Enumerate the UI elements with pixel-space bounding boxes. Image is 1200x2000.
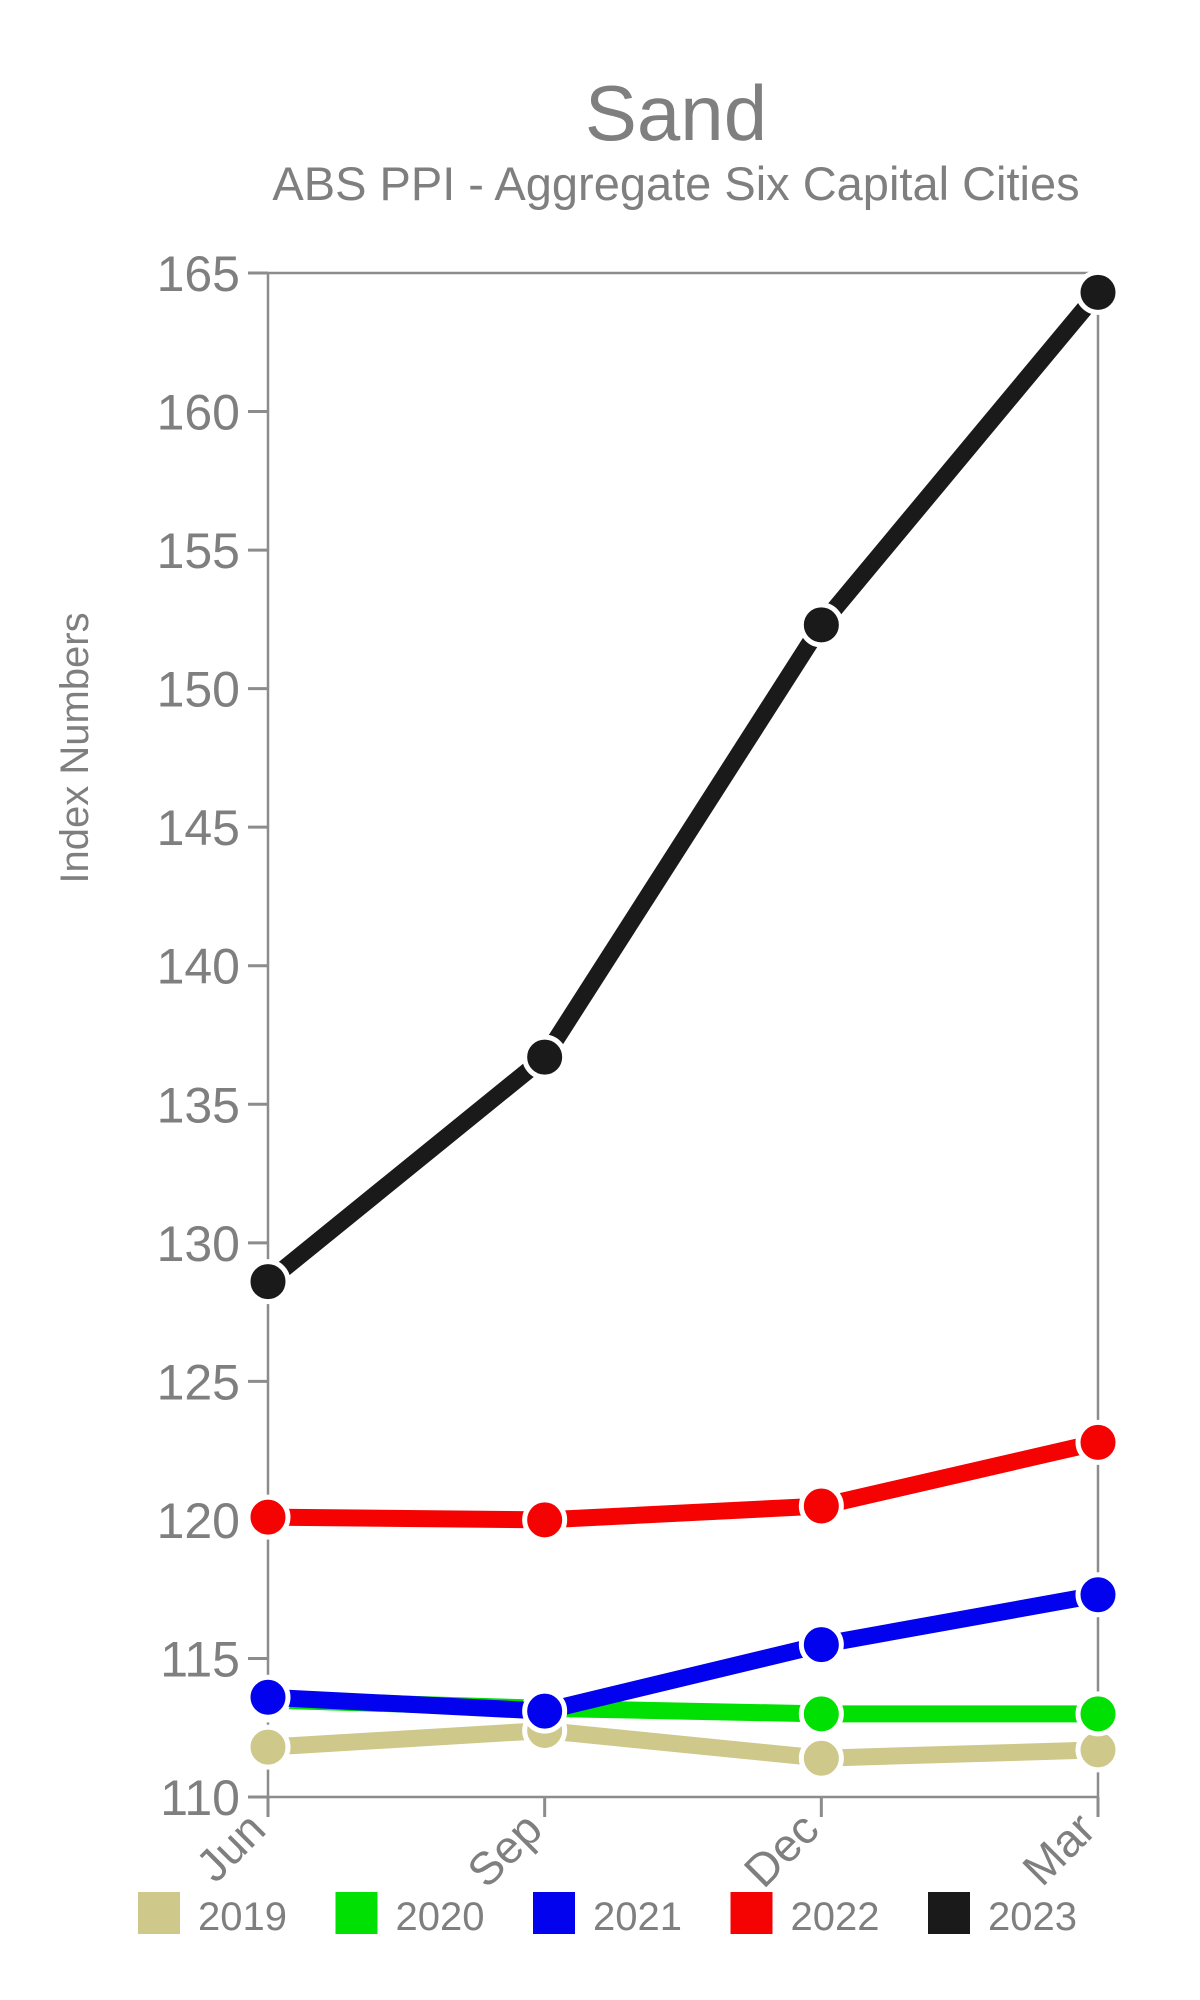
y-tick-label: 125 [157,1354,240,1410]
legend-swatch-2020 [335,1892,378,1934]
legend-label-2022: 2022 [791,1895,880,1939]
x-tick-label: Sep [457,1802,552,1897]
legend-swatch-2022 [730,1892,773,1934]
data-point-2023-Dec [798,602,844,648]
legend: 2019 2020 2021 2022 2023 [138,1892,1077,1939]
chart-title: Sand [585,69,767,157]
series-line-2019 [267,1721,1099,1767]
data-point-2021-Sep [522,1688,568,1734]
y-tick-label: 155 [157,523,240,579]
y-tick-label: 120 [157,1493,240,1549]
data-point-2021-Jun [245,1674,291,1720]
y-tick-label: 130 [157,1216,240,1272]
y-axis-title: Index Numbers [53,612,97,883]
data-point-2022-Mar [1075,1419,1121,1465]
series-line-2021 [267,1586,1100,1720]
data-point-2023-Sep [522,1034,568,1080]
plot-frame [266,271,1100,1799]
series-line-2023 [262,286,1105,1289]
data-point-2020-Mar [1075,1691,1121,1737]
y-tick-label: 160 [157,385,240,441]
data-point-2023-Jun [245,1259,291,1305]
data-point-2023-Mar [1075,269,1121,315]
series-line-2022 [267,1434,1100,1529]
legend-label-2021: 2021 [593,1895,682,1939]
chart-subtitle: ABS PPI - Aggregate Six Capital Cities [272,157,1079,210]
data-point-2022-Jun [245,1494,291,1540]
y-tick-label: 145 [157,800,240,856]
y-tick-label: 110 [160,1770,240,1826]
legend-swatch-2023 [928,1892,970,1934]
data-point-2022-Sep [522,1497,568,1543]
data-point-2022-Dec [798,1483,844,1529]
x-tick-label: Mar [1012,1802,1105,1895]
y-tick-label: 115 [160,1631,240,1687]
data-point-2021-Mar [1075,1572,1121,1618]
legend-swatch-2019 [138,1892,180,1934]
data-point-2021-Dec [798,1622,844,1668]
y-tick-label: 150 [157,662,240,718]
data-point-2019-Dec [798,1735,844,1781]
y-tick-label: 140 [157,939,240,995]
legend-label-2019: 2019 [198,1895,287,1939]
data-point-2020-Dec [798,1691,844,1737]
plot-area [245,269,1121,1781]
x-tick-label: Dec [734,1802,829,1897]
data-point-2019-Jun [245,1724,291,1770]
y-tick-label: 135 [157,1077,240,1133]
legend-label-2020: 2020 [396,1895,485,1939]
y-tick-label: 165 [157,246,240,302]
legend-label-2023: 2023 [988,1895,1077,1939]
legend-swatch-2021 [533,1892,575,1934]
